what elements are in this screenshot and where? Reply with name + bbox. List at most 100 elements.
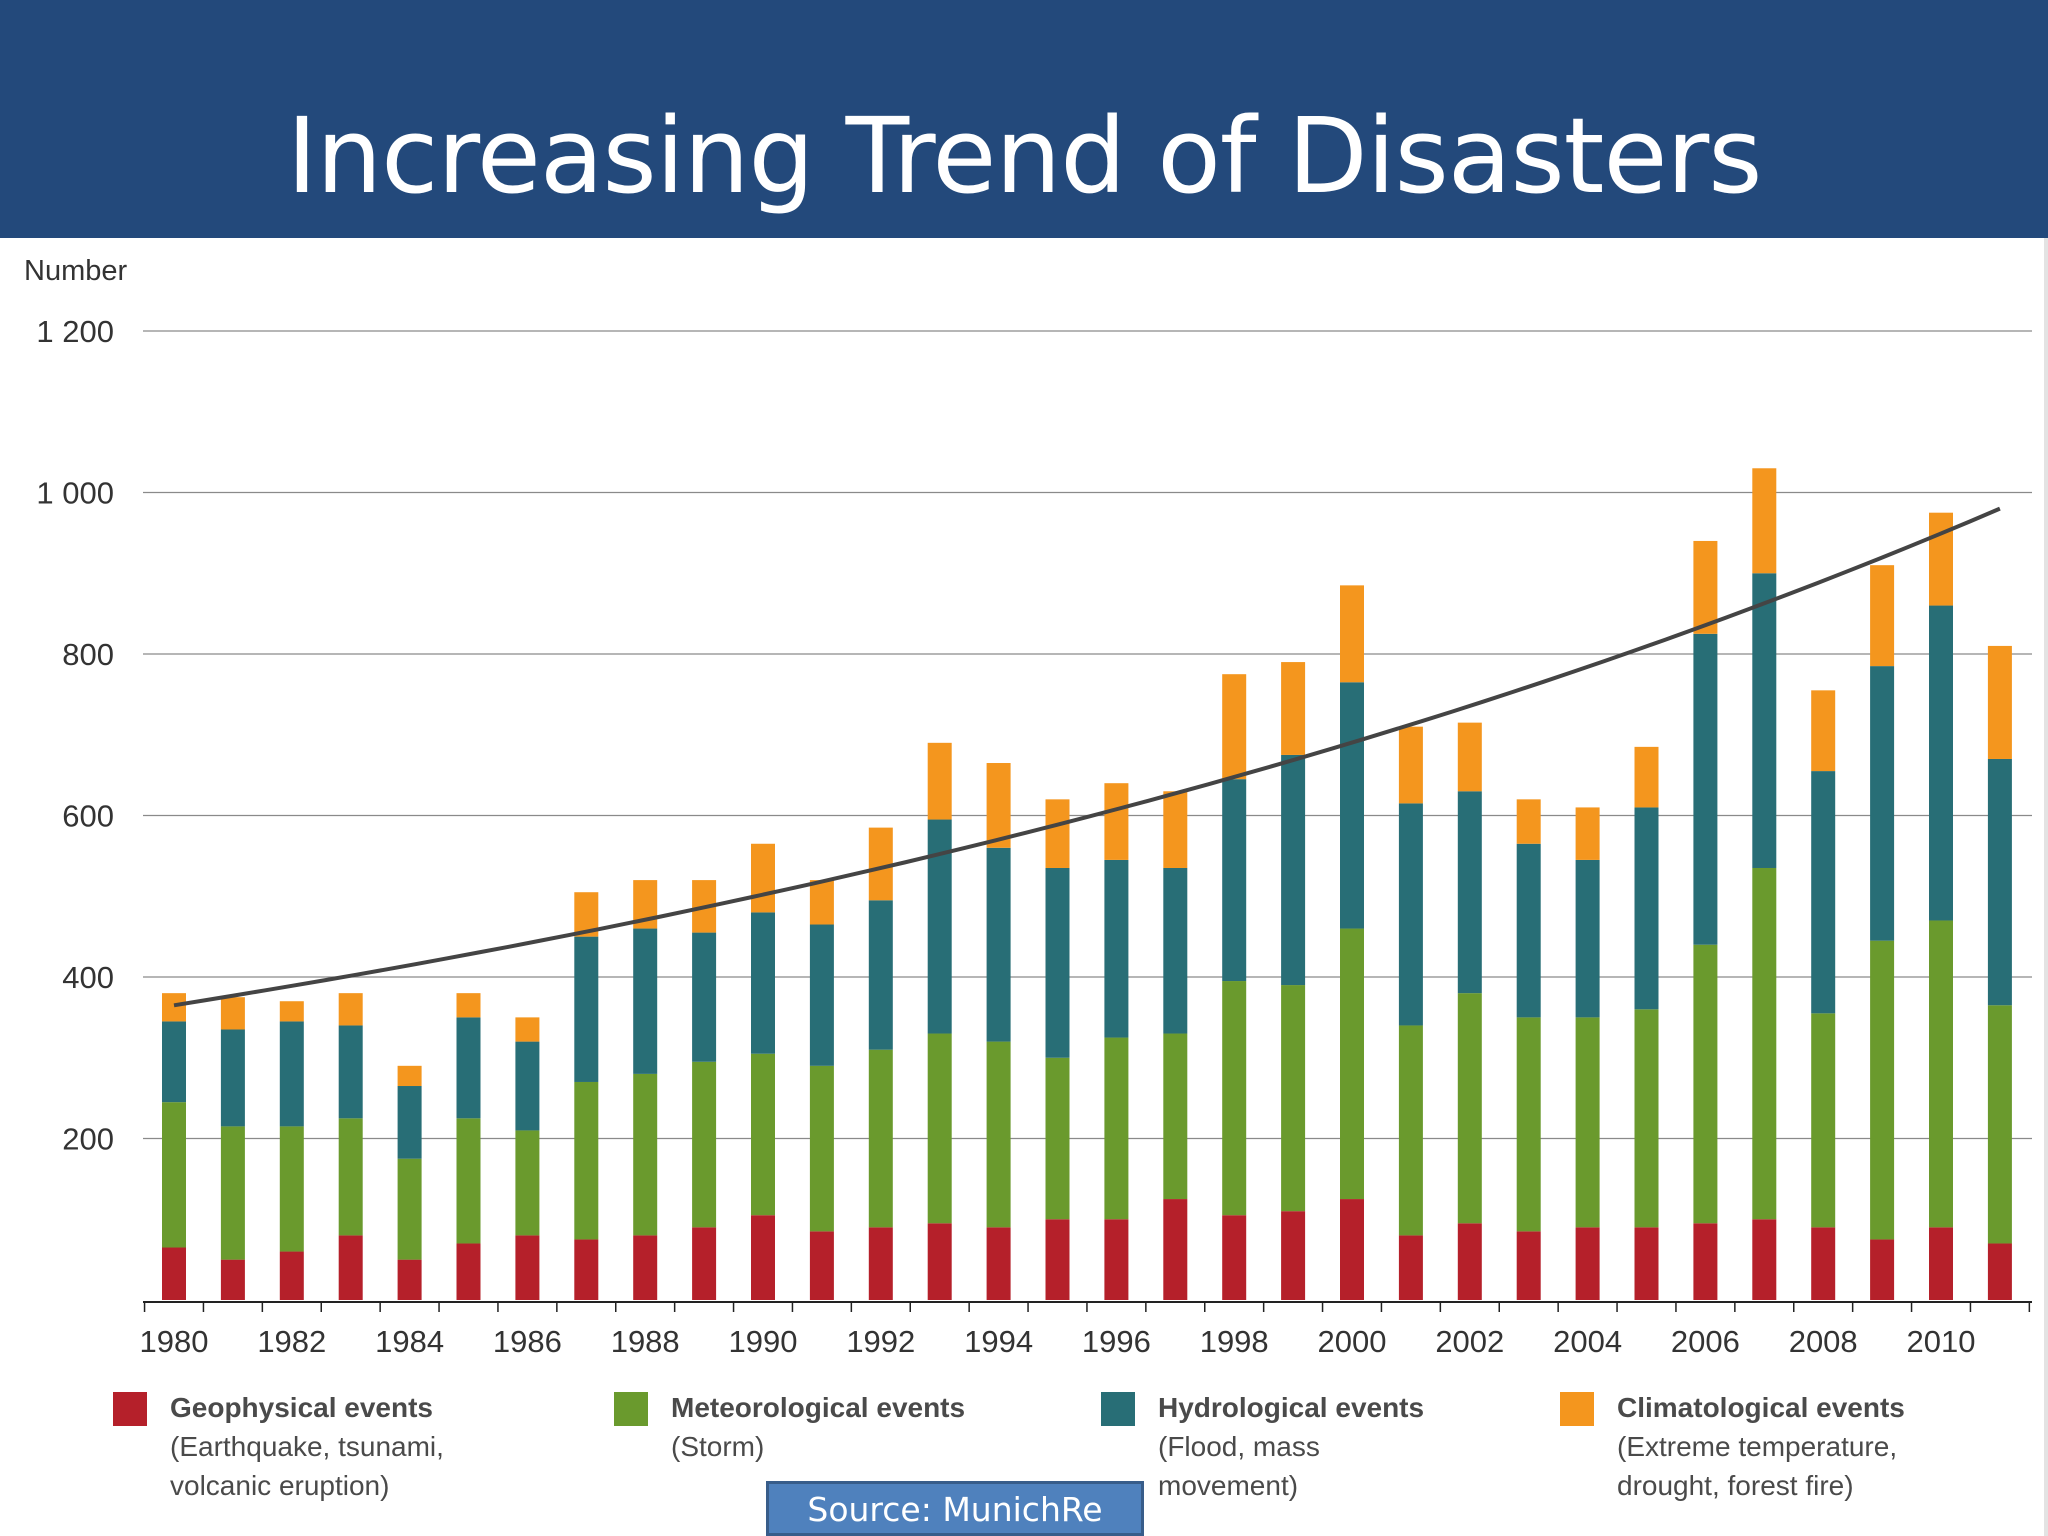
x-tick-label: 1988 [611,1324,680,1359]
bar-segment [1752,867,1777,1220]
bar-segment [1575,1227,1600,1300]
legend-layer: Geophysical events (Earthquake, tsunami, v… [113,1392,1905,1501]
bar-segment [809,924,834,1066]
x-tick-label: 1996 [1082,1324,1151,1359]
bar-segment [1634,1009,1659,1228]
bar-segment [1693,633,1718,945]
bar-segment [692,932,717,1062]
slide-header: Increasing Trend of Disasters [0,0,2048,238]
bar-segment [1340,585,1364,683]
x-tick-label: 1998 [1200,1324,1269,1359]
bar-segment [1516,799,1541,844]
x-tick-label: 2006 [1671,1324,1740,1359]
bar-segment [927,1033,952,1224]
bar-segment [279,1001,304,1022]
trend-line [173,506,2001,1008]
bar-segment [1457,993,1482,1224]
bar-segment [1045,1057,1070,1220]
bar-segment [868,1049,893,1228]
legend-description: volcanic eruption) [170,1470,389,1501]
bar-segment [1163,867,1188,1034]
legend-swatch [1101,1392,1135,1426]
bar-segment [1811,1227,1836,1300]
x-tick-label: 1992 [846,1324,915,1359]
x-tick-label: 1986 [493,1324,562,1359]
bar-segment [868,827,893,901]
bar-segment [1987,758,2012,1006]
bar-segment [162,1102,186,1248]
bar-segment [986,763,1011,848]
bar-segment [633,1073,658,1236]
bar-segment [692,1061,717,1228]
bar-segment [338,1025,363,1119]
bar-segment [397,1086,422,1159]
legend-description: (Extreme temperature, [1617,1431,1897,1462]
bar-segment [1457,1223,1482,1300]
legend-description: (Earthquake, tsunami, [170,1431,444,1462]
y-tick-label: 600 [62,799,114,834]
bar-segment [1752,1219,1777,1300]
bar-segment [986,1227,1011,1300]
bar-segment [1104,859,1129,1038]
bar-segment [220,1259,245,1300]
y-axis-title: Number [24,255,127,287]
bar-segment [1516,1017,1541,1232]
bar-segment [751,912,775,1054]
bar-segment [1752,468,1777,574]
bar-segment [1045,799,1070,868]
bar-segment [1457,722,1482,792]
y-tick-label: 400 [62,960,114,995]
source-label: Source: MunichRe [766,1481,1144,1536]
bar-segment [397,1065,422,1087]
bar-segment [1811,1013,1836,1228]
bar-segment [1163,791,1188,868]
bar-segment [1870,940,1895,1240]
legend-description: (Flood, mass [1158,1431,1320,1462]
bar-segment [927,1223,952,1300]
legend-description: movement) [1158,1470,1298,1501]
bar-segment [1575,859,1600,1018]
legend-description: drought, forest fire) [1617,1470,1854,1501]
bar-segment [1340,682,1364,929]
bar-segment [809,1065,834,1232]
bar-segment [279,1126,304,1252]
bar-segment [1693,1223,1718,1300]
bar-segment [1281,754,1306,986]
grid-layer [143,330,2032,1140]
bar-segment [1104,1219,1129,1300]
bar-segment [633,928,658,1074]
slide-title: Increasing Trend of Disasters [286,95,1763,217]
bar-segment [1222,674,1247,780]
bar-segment [1929,1227,1953,1300]
bar-segment [1811,771,1836,1014]
x-tick-label: 1994 [964,1324,1033,1359]
bars-layer [162,468,2012,1300]
legend-label: Meteorological events [671,1392,965,1423]
x-tick-label: 1980 [140,1324,209,1359]
bar-segment [1693,944,1718,1224]
disasters-chart: Number 200 400 600 800 1 000 1 200 1980 1982 1984… [24,255,2032,1501]
bar-segment [515,1130,540,1236]
bar-segment [574,1239,599,1300]
bar-segment [1222,981,1247,1216]
legend-swatch [614,1392,648,1426]
bar-segment [751,843,775,913]
legend-description: (Storm) [671,1431,764,1462]
y-tick-label: 1 000 [36,476,114,511]
bar-segment [1281,985,1306,1212]
chart-frame: Number 200 400 600 800 1 000 1 200 1980 1982 1984… [0,238,2048,1536]
x-tick-label: 2010 [1907,1324,1976,1359]
legend-label: Climatological events [1617,1392,1905,1423]
x-tick-label: 1982 [257,1324,326,1359]
bar-segment [162,1021,186,1103]
bar-segment [1163,1199,1188,1300]
bar-segment [986,847,1011,1042]
x-tick-label: 1990 [729,1324,798,1359]
bar-segment [1222,1215,1247,1300]
bar-segment [397,1259,422,1300]
x-tick-label: 2008 [1789,1324,1858,1359]
bar-segment [1222,779,1247,982]
bar-segment [1634,746,1659,808]
bar-segment [1045,1219,1070,1300]
bar-segment [162,1247,186,1300]
